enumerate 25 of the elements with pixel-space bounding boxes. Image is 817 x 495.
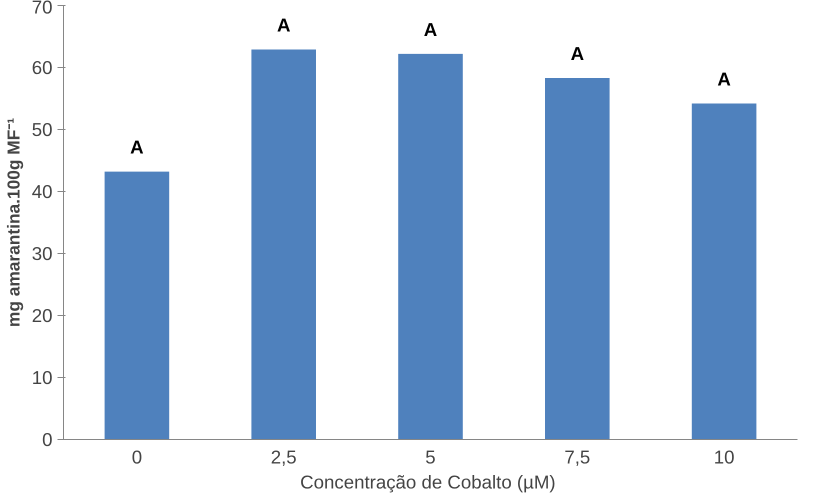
- y-tick-label: 0: [42, 429, 53, 450]
- bar: [251, 50, 316, 440]
- y-axis-title: mg amarantina.100g MF⁻¹: [4, 118, 24, 328]
- y-tick-label: 60: [32, 57, 53, 78]
- bar: [545, 78, 610, 440]
- bar: [692, 103, 756, 440]
- annotation: A: [717, 68, 731, 90]
- x-tick-label: 2,5: [270, 446, 297, 468]
- y-tick-label: 40: [32, 181, 53, 202]
- bar: [398, 54, 463, 440]
- y-tick-label: 70: [32, 0, 53, 18]
- x-tick-label: 10: [714, 446, 734, 468]
- x-tick-label: 5: [425, 446, 436, 468]
- y-tick-label: 20: [32, 305, 53, 326]
- x-tick-label: 7,5: [564, 446, 590, 468]
- y-tick-label: 30: [32, 243, 53, 264]
- x-axis-title: Concentração de Cobalto (µM): [300, 472, 556, 492]
- annotation: A: [276, 14, 290, 36]
- annotation: A: [570, 43, 584, 64]
- y-tick-label: 10: [32, 367, 53, 388]
- bar: [104, 172, 170, 440]
- y-tick-label: 50: [32, 119, 53, 140]
- x-tick-label: 0: [132, 446, 142, 468]
- annotation: A: [424, 18, 438, 40]
- annotation: A: [130, 136, 144, 158]
